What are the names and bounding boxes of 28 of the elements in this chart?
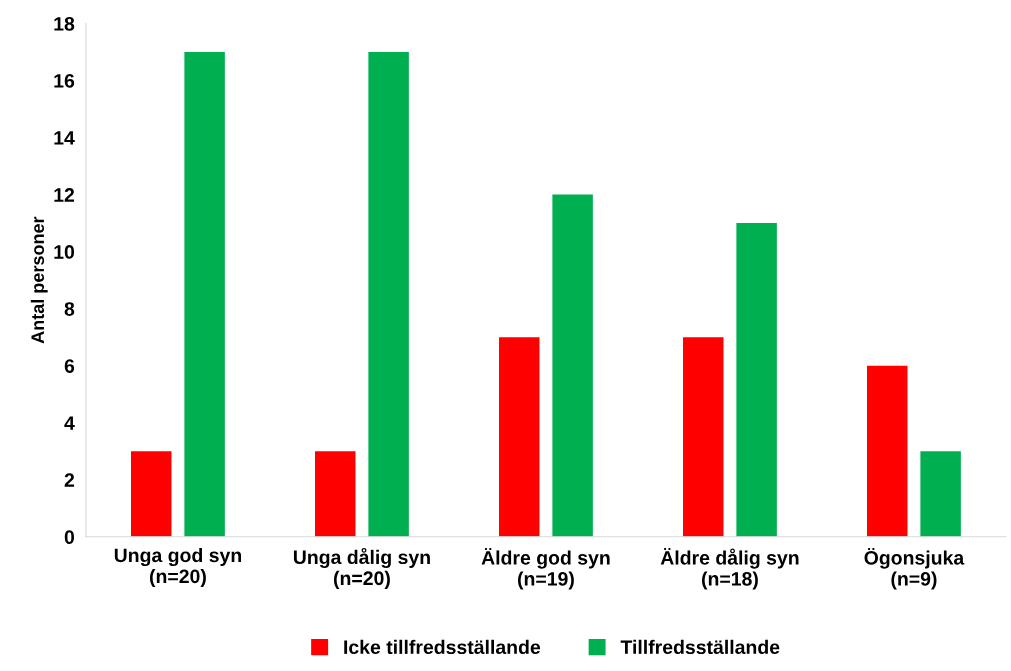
bar [683,337,724,537]
bar [184,52,225,537]
bar [867,365,908,537]
x-tick-label: Unga dålig syn (n=20) [293,547,430,589]
bar [315,451,356,537]
y-tick-label: 14 [54,131,75,145]
bar [552,194,593,537]
x-tick-label: Äldre god syn (n=19) [481,547,610,590]
x-tick-label: Ögonsjuka (n=9) [864,547,965,590]
bar [131,451,172,537]
bar [736,223,777,537]
y-tick-label: 6 [64,359,75,373]
y-tick-label: 4 [64,416,75,430]
legend-label: Tillfredsställande [620,639,780,655]
y-tick-label: 0 [64,530,75,545]
y-tick-label: 12 [54,188,75,202]
y-tick-label: 2 [64,473,75,487]
y-tick-label: 18 [54,16,75,31]
bar [499,337,540,537]
y-tick-label: 16 [54,73,75,88]
y-tick-label: 8 [64,302,75,316]
y-axis-title: Antal personer [30,216,48,344]
legend-label: Icke tillfredsställande [344,639,541,655]
bar [368,52,409,537]
bar [920,451,961,537]
y-tick-label: 10 [54,245,75,259]
x-tick-label: Unga god syn (n=20) [114,547,242,588]
x-tick-label: Äldre dålig syn (n=18) [660,547,799,590]
